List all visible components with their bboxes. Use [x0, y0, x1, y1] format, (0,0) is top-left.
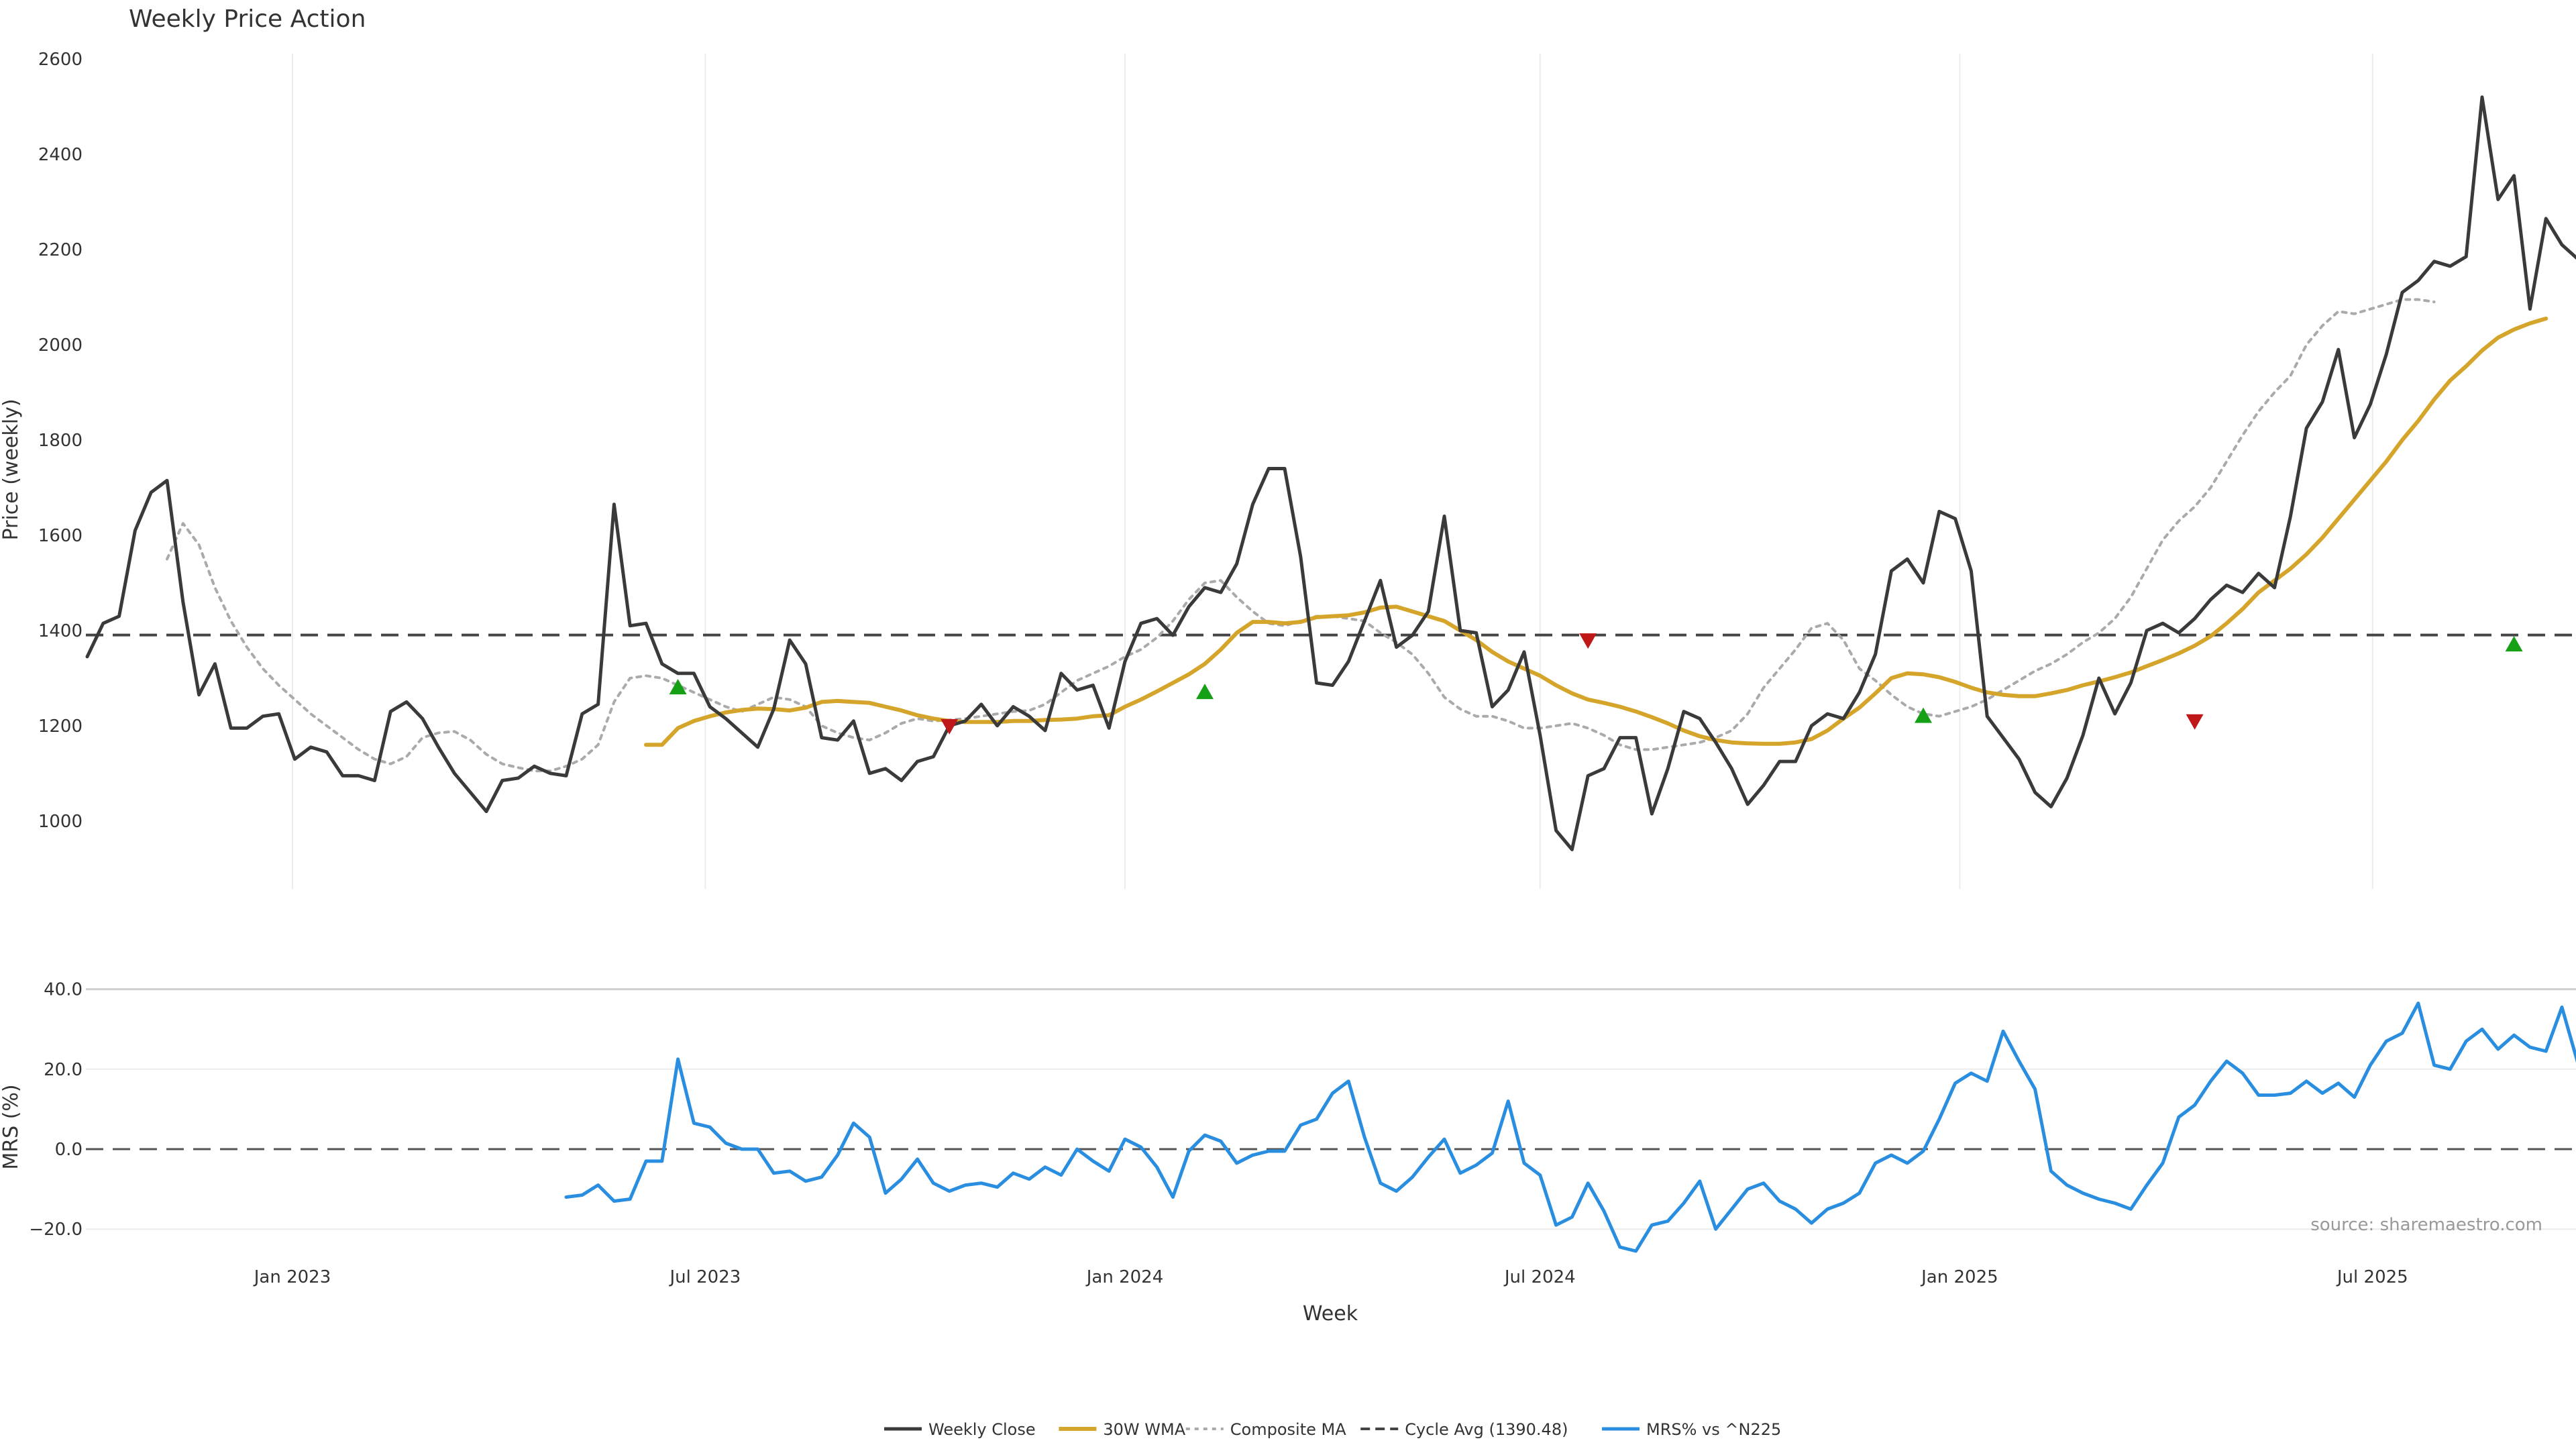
x-tick-label: Jul 2024 — [1503, 1267, 1576, 1287]
reference-lines — [86, 633, 2576, 1150]
mrs-y-tick-label: 0.0 — [55, 1140, 83, 1160]
legend-label: Weekly Close — [928, 1420, 1036, 1439]
price-y-tick-label: 1400 — [38, 621, 83, 641]
signal-markers — [669, 633, 2523, 735]
price-y-tick-label: 1200 — [38, 716, 83, 737]
series-layer — [85, 95, 2576, 1253]
buy-signal-marker — [669, 679, 687, 695]
weekly-close-line — [85, 95, 2576, 851]
legend-label: Cycle Avg (1390.48) — [1405, 1420, 1568, 1439]
x-tick-label: Jul 2023 — [668, 1267, 741, 1287]
grid-layer — [86, 54, 2576, 1230]
x-tick-label: Jan 2023 — [253, 1267, 331, 1287]
price-y-tick-label: 2600 — [38, 50, 83, 70]
chart-title: Weekly Price Action — [129, 5, 366, 33]
price-y-tick-label: 2400 — [38, 145, 83, 165]
axis-layer: Jan 2023 Jul 2023 Jan 2024 Jul 2024 Jan 2025… — [29, 50, 2408, 1287]
legend-label: 30W WMA — [1103, 1420, 1185, 1439]
legend: Weekly Close 30W WMA Composite MA Cycle Avg… — [884, 1420, 1781, 1439]
buy-signal-marker — [2505, 636, 2523, 652]
mrs-y-tick-label: 20.0 — [44, 1060, 83, 1080]
legend-label: Composite MA — [1230, 1420, 1346, 1439]
price-y-tick-label: 1600 — [38, 526, 83, 546]
sell-signal-marker — [1579, 633, 1597, 649]
x-tick-label: Jul 2025 — [2336, 1267, 2408, 1287]
buy-signal-marker — [1196, 684, 1214, 700]
wma-30w-line — [644, 316, 2548, 747]
buy-signal-marker — [1915, 707, 1932, 723]
price-y-tick-label: 1800 — [38, 431, 83, 451]
sell-signal-marker — [941, 718, 959, 735]
sell-signal-marker — [2186, 714, 2204, 730]
legend-label: MRS% vs ^N225 — [1646, 1420, 1781, 1439]
mrs-axis-title: MRS (%) — [0, 1084, 23, 1169]
x-tick-label: Jan 2025 — [1920, 1267, 1998, 1287]
mrs-line — [564, 1002, 2576, 1253]
mrs-y-tick-label: −20.0 — [29, 1220, 83, 1240]
x-axis-title: Week — [1303, 1302, 1358, 1326]
price-y-tick-label: 2200 — [38, 240, 83, 260]
price-y-tick-label: 1000 — [38, 812, 83, 832]
price-axis-title: Price (weekly) — [0, 398, 23, 540]
source-note: source: sharemaestro.com — [2310, 1215, 2542, 1235]
price-y-tick-label: 2000 — [38, 335, 83, 356]
mrs-y-tick-label: 40.0 — [44, 980, 83, 1000]
x-tick-label: Jan 2024 — [1085, 1267, 1164, 1287]
